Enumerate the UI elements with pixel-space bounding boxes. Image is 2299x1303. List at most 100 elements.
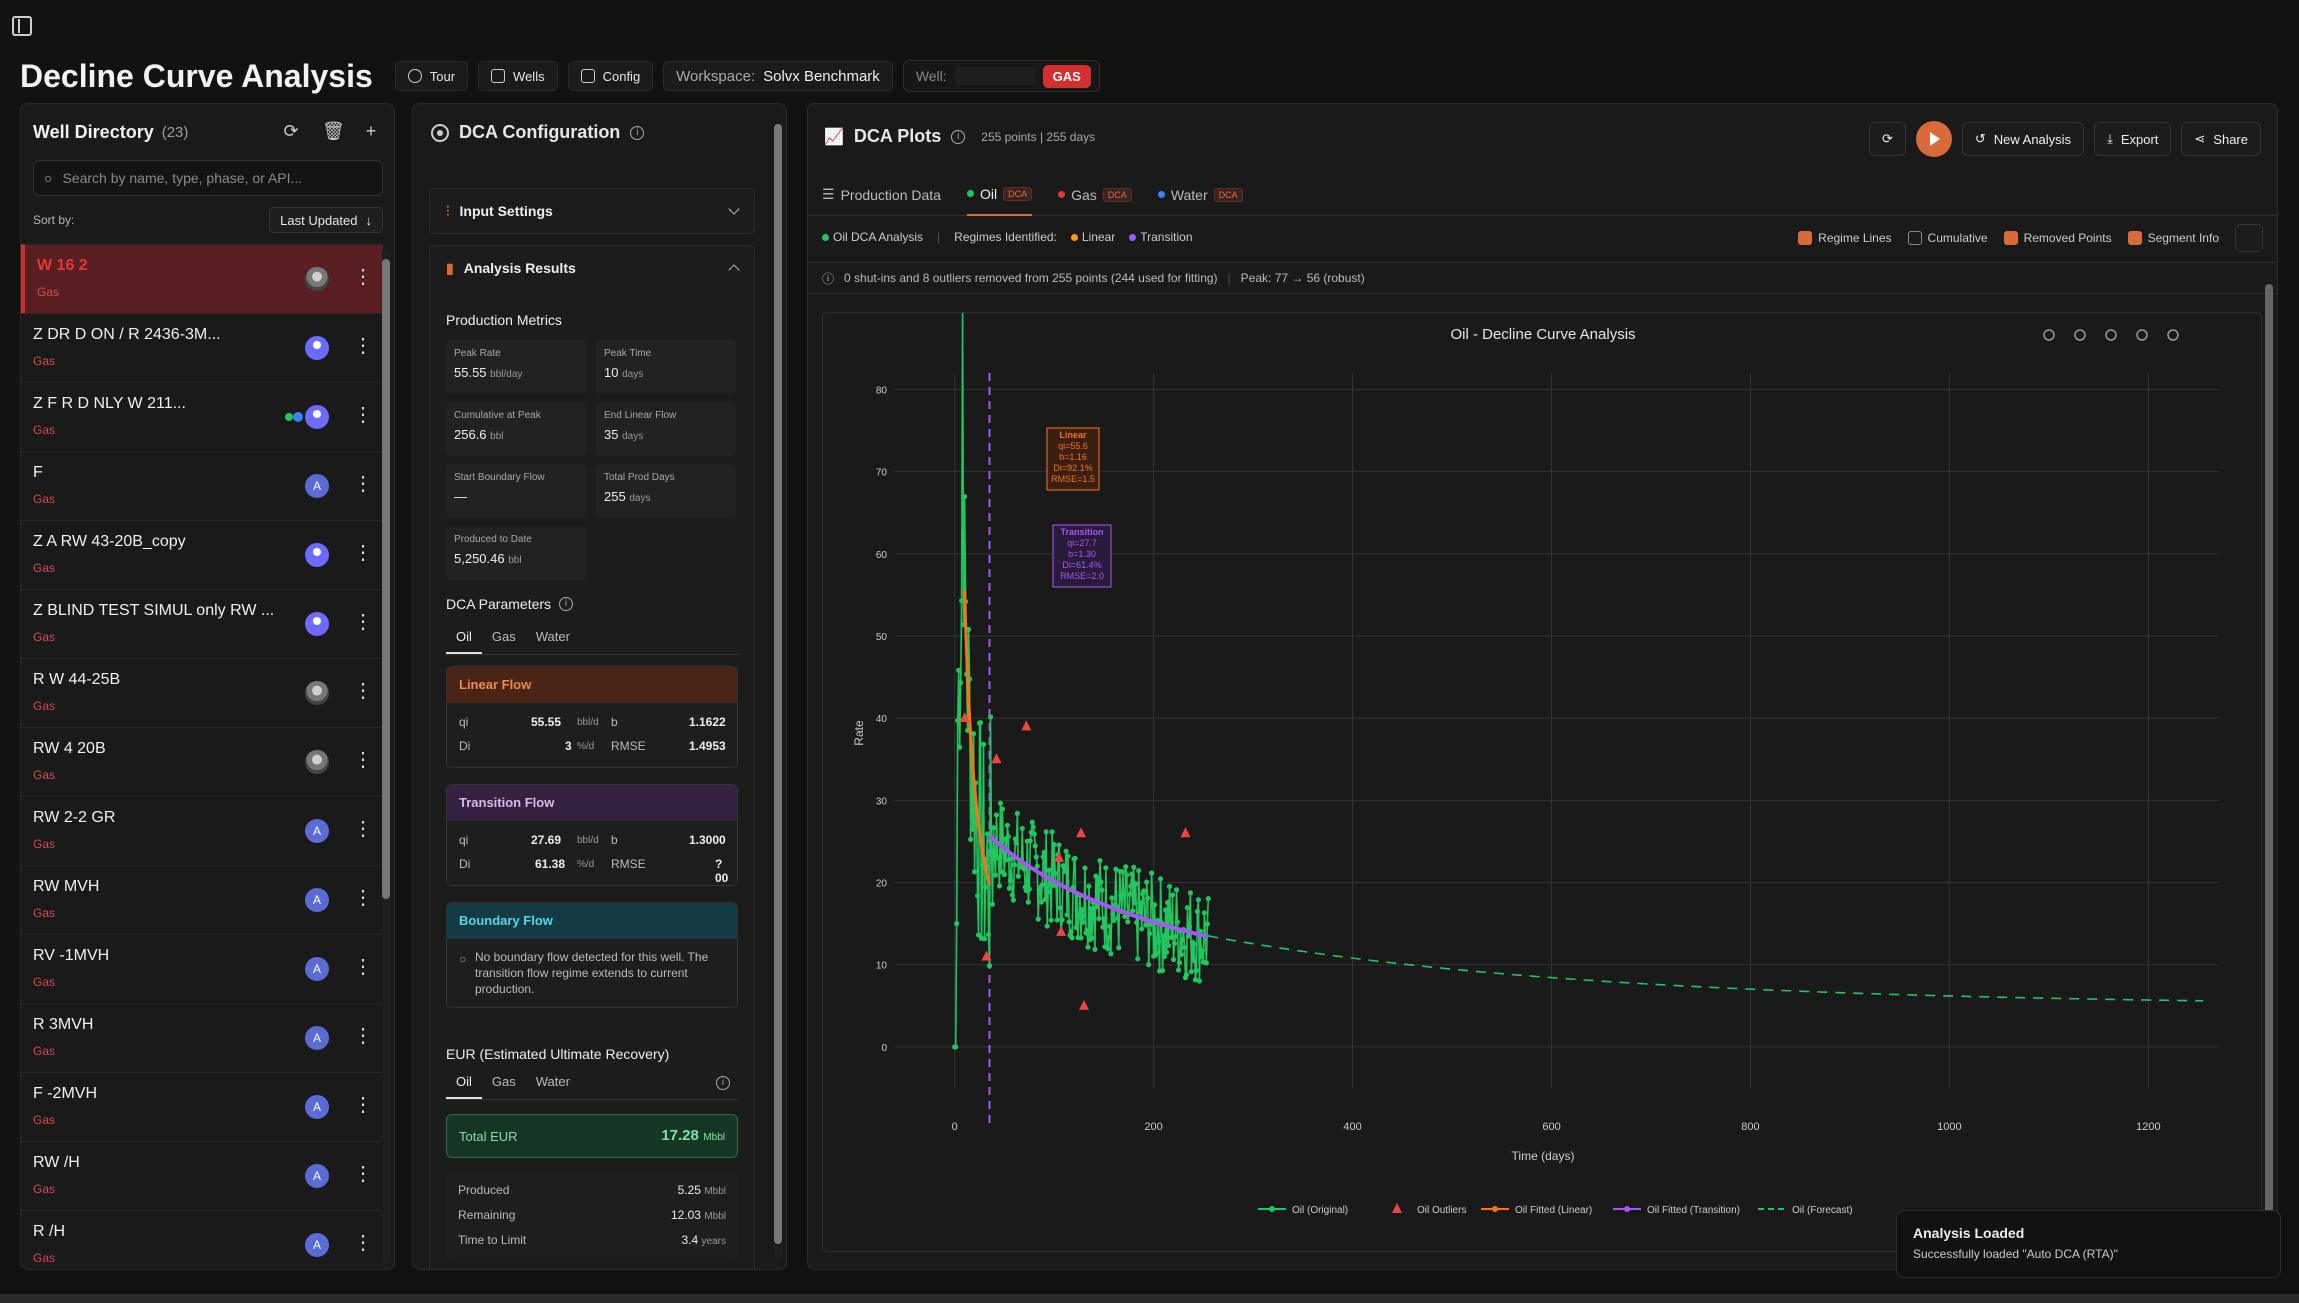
checkbox-cumulative[interactable]: Cumulative xyxy=(1907,231,1988,246)
oil-data-point xyxy=(1135,956,1141,962)
more-options-icon[interactable]: ⋮ xyxy=(353,611,373,633)
analysis-results-header[interactable]: ▮ Analysis Results xyxy=(430,246,754,290)
tour-label: Tour xyxy=(429,68,456,84)
more-options-icon[interactable]: ⋮ xyxy=(353,1025,373,1047)
pan-icon[interactable] xyxy=(2105,329,2117,341)
well-list-item[interactable]: R W 44-25B Gas ⋮ xyxy=(21,658,383,727)
peak-info-text: Peak: 77 → 56 (robust) xyxy=(1240,271,1365,285)
refresh-icon[interactable]: ⟳ xyxy=(283,121,299,141)
workspace-selector[interactable]: Workspace: Solvx Benchmark xyxy=(663,61,893,91)
legend-swatch xyxy=(1492,1206,1498,1212)
more-options-icon[interactable]: ⋮ xyxy=(353,1232,373,1254)
well-list-item[interactable]: Z A RW 43-20B_copy Gas ⋮ xyxy=(21,520,383,589)
tab-oil[interactable]: Oil DCA xyxy=(966,174,1033,216)
well-type: Gas xyxy=(33,561,56,575)
segment-info-title: Linear xyxy=(1059,430,1087,440)
camera-icon[interactable] xyxy=(2043,329,2055,341)
well-list-item[interactable]: F Gas A ⋮ xyxy=(21,451,383,520)
well-list-item[interactable]: R 3MVH Gas A ⋮ xyxy=(21,1003,383,1072)
plots-scrollbar[interactable] xyxy=(2265,284,2273,1264)
tab-gas[interactable]: Gas DCA xyxy=(1058,174,1132,216)
more-options-icon[interactable]: ⋮ xyxy=(353,1163,373,1185)
new-analysis-button[interactable]: ↺ New Analysis xyxy=(1961,122,2085,156)
oil-data-point xyxy=(955,717,961,724)
oil-data-point xyxy=(1073,924,1079,931)
checkbox-icon[interactable] xyxy=(1798,231,1813,246)
more-options-icon[interactable]: ⋮ xyxy=(353,749,373,771)
scrollbar-thumb[interactable] xyxy=(774,124,782,1244)
checkbox-regime-lines[interactable]: Regime Lines xyxy=(1798,231,1892,246)
more-options-icon[interactable]: ⋮ xyxy=(353,680,373,702)
trash-icon[interactable]: 🗑 xyxy=(322,121,345,141)
tab-water[interactable]: Water DCA xyxy=(1157,174,1243,216)
sidebar-toggle-icon[interactable] xyxy=(12,16,32,36)
well-list-scrollbar[interactable] xyxy=(382,249,390,1264)
tab-gas[interactable]: Gas xyxy=(491,629,516,644)
wells-button[interactable]: Wells xyxy=(478,61,558,91)
well-selector[interactable]: Well: GAS xyxy=(902,60,1100,92)
metric-card: Produced to Date 5,250.46 bbl xyxy=(446,526,586,580)
dca-chart[interactable]: Oil - Decline Curve Analysis 0 10 20 30 40 50 6… xyxy=(823,303,2263,1253)
oil-data-point xyxy=(1125,919,1131,925)
tab-water[interactable]: Water xyxy=(535,629,570,644)
well-list-item[interactable]: RV -1MVH Gas A ⋮ xyxy=(21,934,383,1003)
tab-gas[interactable]: Gas xyxy=(491,1074,516,1089)
well-list-item[interactable]: Z F R D NLY W 211... Gas ⋮ xyxy=(21,382,383,451)
export-button[interactable]: ⤓ Export xyxy=(2094,122,2172,156)
more-options-icon[interactable]: ⋮ xyxy=(353,818,373,840)
oil-data-point xyxy=(984,831,991,837)
scrollbar-thumb[interactable] xyxy=(2265,284,2273,1244)
tour-button[interactable]: Tour xyxy=(394,61,469,91)
well-list-item[interactable]: F -2MVH Gas A ⋮ xyxy=(21,1072,383,1141)
more-options-icon[interactable]: ⋮ xyxy=(353,1094,373,1116)
more-options-icon[interactable]: ⋮ xyxy=(353,887,373,909)
refresh-button[interactable]: ⟳ xyxy=(1868,122,1906,156)
more-options-icon[interactable]: ⋮ xyxy=(353,335,373,357)
info-icon[interactable]: i xyxy=(716,1076,730,1090)
input-settings-accordion[interactable]: ⫶ Input Settings xyxy=(429,188,755,234)
home-icon[interactable] xyxy=(2136,329,2148,341)
tab-water[interactable]: Water xyxy=(535,1074,570,1089)
well-list-item[interactable]: W 16 2 Gas ⋮ xyxy=(21,244,383,313)
dca-plots-panel: 📈 DCA Plots i 255 points | 255 days ⟳ ↺ New … xyxy=(807,103,2278,1270)
more-options-icon[interactable]: ⋮ xyxy=(353,542,373,564)
config-button[interactable]: Config xyxy=(567,61,654,91)
checkbox-icon[interactable] xyxy=(2003,231,2018,246)
oil-data-point xyxy=(1040,854,1046,860)
well-list-item[interactable]: R /H Gas A ⋮ xyxy=(21,1210,383,1269)
more-options-icon[interactable]: ⋮ xyxy=(353,266,373,288)
tab-oil[interactable]: Oil xyxy=(446,1074,482,1099)
expand-icon[interactable] xyxy=(2235,224,2263,252)
zoom-icon[interactable] xyxy=(2074,329,2086,341)
well-list-item[interactable]: RW /H Gas A ⋮ xyxy=(21,1141,383,1210)
tab-production-data[interactable]: ☰ Production Data xyxy=(822,174,941,216)
well-list-item[interactable]: RW 4 20B Gas ⋮ xyxy=(21,727,383,796)
info-icon[interactable]: i xyxy=(951,129,966,144)
checkbox-icon[interactable] xyxy=(2127,231,2142,246)
scrollbar-thumb[interactable] xyxy=(382,259,390,899)
share-button[interactable]: ⋖ Share xyxy=(2181,122,2261,156)
more-options-icon[interactable]: ⋮ xyxy=(353,956,373,978)
more-options-icon[interactable]: ⋮ xyxy=(353,473,373,495)
run-button[interactable] xyxy=(1915,121,1952,157)
well-list-item[interactable]: RW MVH Gas A ⋮ xyxy=(21,865,383,934)
oil-data-point xyxy=(1130,908,1136,914)
add-icon[interactable]: + xyxy=(365,121,377,141)
sort-button[interactable]: Last Updated ↓ xyxy=(269,207,383,233)
checkbox-segment-info[interactable]: Segment Info xyxy=(2127,231,2219,246)
metric-value: 35 xyxy=(604,427,619,442)
well-list-item[interactable]: Z BLIND TEST SIMUL only RW ... Gas ⋮ xyxy=(21,589,383,658)
info-icon[interactable]: i xyxy=(559,597,574,611)
settings-icon[interactable] xyxy=(2167,329,2179,341)
oil-data-point xyxy=(1113,866,1119,872)
more-options-icon[interactable]: ⋮ xyxy=(353,404,373,426)
well-list-item[interactable]: RW 2-2 GR Gas A ⋮ xyxy=(21,796,383,865)
checkbox-removed-points[interactable]: Removed Points xyxy=(2003,231,2112,246)
well-list-item[interactable]: Z DR D ON / R 2436-3M... Gas ⋮ xyxy=(21,313,383,382)
checkbox-icon[interactable] xyxy=(1907,231,1922,246)
config-scrollbar[interactable] xyxy=(774,124,782,1259)
search-input[interactable] xyxy=(62,170,363,186)
info-icon[interactable]: i xyxy=(630,125,645,140)
tab-oil[interactable]: Oil xyxy=(446,629,482,654)
oil-data-point xyxy=(1133,881,1139,887)
